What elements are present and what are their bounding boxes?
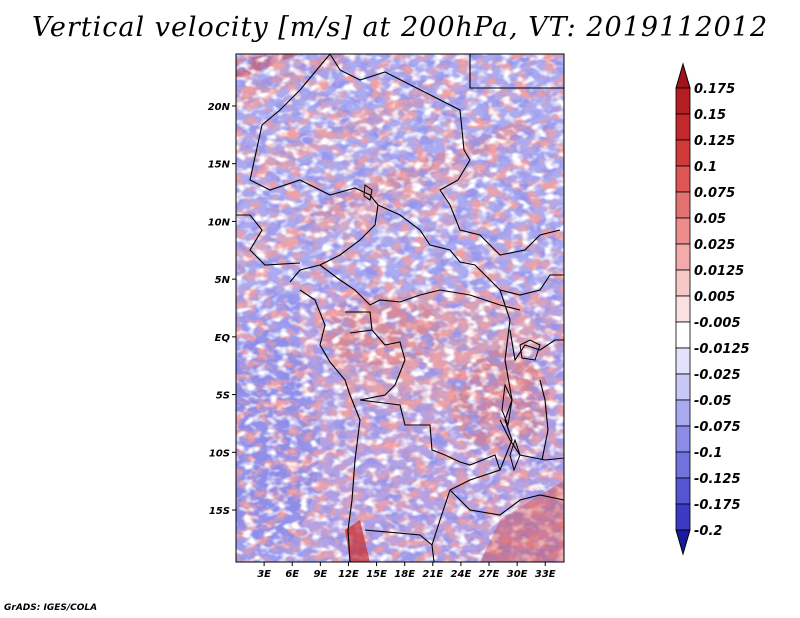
colorbar-bottom-arrow — [675, 529, 691, 556]
lake-tanganyika — [501, 383, 513, 427]
colorbar-label: -0.0125 — [694, 342, 750, 357]
lake-victoria — [519, 339, 541, 361]
lon-tick-label: 18E — [394, 569, 415, 580]
colorbar-swatch — [675, 139, 691, 167]
lat-tick-label: 5N — [215, 275, 231, 286]
lat-tick-label: 10S — [209, 448, 230, 459]
colorbar-label: -0.125 — [694, 472, 741, 487]
lake-chad — [363, 184, 373, 201]
lon-tick-label: 3E — [257, 569, 271, 580]
colorbar-label: -0.1 — [694, 446, 722, 461]
lon-tick-label: 6E — [285, 569, 299, 580]
colorbar-swatch — [675, 87, 691, 115]
colorbar-swatch — [675, 217, 691, 245]
lat-tick-label: 20N — [208, 102, 231, 113]
colorbar-label: 0.175 — [694, 82, 735, 97]
colorbar-label: -0.175 — [694, 498, 741, 513]
colorbar-label: 0.05 — [694, 212, 726, 227]
colorbar-label: 0.0125 — [694, 264, 744, 279]
velocity-field — [236, 54, 564, 562]
lat-tick-label: 15N — [208, 160, 231, 171]
lakes — [363, 184, 541, 472]
lat-tick-label: 15S — [209, 506, 230, 517]
colorbar-swatch — [675, 425, 691, 453]
lon-tick-label: 33E — [535, 569, 556, 580]
colorbar-top-arrow — [675, 62, 691, 89]
lat-tick-label: 10N — [208, 217, 231, 228]
colorbar-swatch — [675, 243, 691, 271]
colorbar-swatch — [675, 477, 691, 505]
colorbar-swatch — [675, 347, 691, 375]
colorbar-swatch — [675, 373, 691, 401]
colorbar-swatch — [675, 321, 691, 349]
colorbar-label: -0.2 — [694, 524, 722, 539]
country-borders — [236, 54, 564, 562]
colorbar-label: 0.125 — [694, 134, 735, 149]
lat-tick-label: 5S — [216, 391, 230, 402]
colorbar-swatch — [675, 451, 691, 479]
colorbar-label: -0.005 — [694, 316, 741, 331]
colorbar-label: 0.1 — [694, 160, 717, 175]
colorbar-label: -0.05 — [694, 394, 731, 409]
plot-frame — [235, 53, 565, 563]
colorbar-label: 0.15 — [694, 108, 726, 123]
lon-tick-label: 27E — [479, 569, 500, 580]
lon-tick-label: 21E — [422, 569, 443, 580]
colorbar-swatch — [675, 503, 691, 531]
colorbar-label: 0.005 — [694, 290, 735, 305]
colorbar-swatch — [675, 165, 691, 193]
colorbar-label: -0.025 — [694, 368, 741, 383]
grads-credit: GrADS: IGES/COLA — [4, 603, 98, 613]
latitude-axis: 20N 15N 10N 5N EQ 5S 10S 15S — [208, 102, 236, 517]
colorbar-label: 0.025 — [694, 238, 735, 253]
colorbar-swatch — [675, 113, 691, 141]
colorbar-swatch — [675, 295, 691, 323]
lon-tick-label: 15E — [366, 569, 387, 580]
longitude-axis: 3E 6E 9E 12E 15E 18E 21E 24E 27E 30E 33E — [257, 562, 556, 580]
lake-malawi — [509, 438, 521, 472]
lon-tick-label: 12E — [338, 569, 359, 580]
colorbar: 0.175 0.15 0.125 0.1 0.075 0.05 0.025 0.0125 0.0… — [675, 62, 750, 556]
map-title: Vertical velocity [m/s] at 200hPa, VT: 2… — [31, 12, 769, 43]
lon-tick-label: 9E — [313, 569, 327, 580]
colorbar-swatch — [675, 269, 691, 297]
colorbar-label: -0.075 — [694, 420, 741, 435]
colorbar-label: 0.075 — [694, 186, 735, 201]
colorbar-swatch — [675, 399, 691, 427]
lon-tick-label: 30E — [507, 569, 528, 580]
colorbar-swatch — [675, 191, 691, 219]
lon-tick-label: 24E — [451, 569, 472, 580]
lat-tick-label: EQ — [215, 333, 231, 344]
